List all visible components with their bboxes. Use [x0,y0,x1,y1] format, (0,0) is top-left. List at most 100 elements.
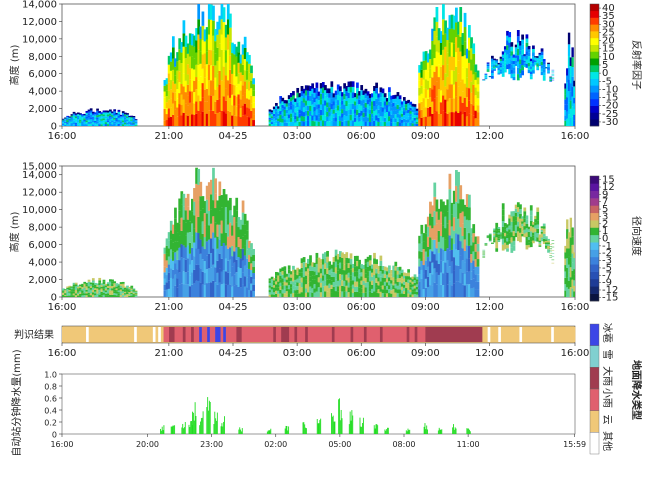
echo-cell [495,66,499,69]
colorbar-swatch [590,31,599,39]
echo-cell [94,112,97,115]
echo-cell [347,272,351,278]
echo-cell [163,85,167,92]
echo-cell [336,254,340,260]
echo-cell [519,45,522,51]
echo-cell [296,116,300,122]
echo-cell [459,185,463,200]
echo-cell [508,232,512,237]
echo-cell [237,62,241,74]
classification-segment [275,327,279,342]
echo-cell [506,224,509,228]
echo-cell [364,112,368,117]
echo-cell [294,98,297,102]
echo-cell [368,270,372,277]
echo-cell [336,120,340,126]
echo-cell [514,44,518,48]
echo-cell [358,99,361,105]
echo-cell [70,123,74,125]
echo-cell [74,124,78,126]
echo-cell [407,269,410,273]
echo-cell [353,105,357,110]
echo-cell [567,280,571,289]
echo-cell [178,93,182,105]
echo-cell [226,212,230,225]
echo-cell [338,91,342,97]
echo-cell [201,54,205,69]
echo-cell [294,286,297,291]
echo-cell [527,45,531,50]
echo-cell [431,262,434,275]
echo-cell [418,235,422,244]
echo-cell [304,100,308,106]
y-tick-label: 0 [51,293,57,304]
rain-bar [387,427,388,434]
echo-cell [409,282,413,285]
echo-cell [364,277,368,283]
echo-cell [503,59,507,63]
echo-cell [89,117,93,120]
echo-cell [186,95,190,106]
echo-cell [409,110,413,114]
echo-cell [551,262,555,264]
echo-cell [446,199,450,212]
echo-cell [569,65,573,75]
echo-cell [214,53,217,66]
echo-cell [134,124,138,126]
echo-cell [163,247,167,254]
echo-cell [76,122,80,125]
echo-cell [442,65,445,81]
echo-cell [450,98,454,113]
echo-cell [186,115,190,126]
echo-cell [203,29,207,42]
echo-cell [180,191,184,205]
echo-cell [566,229,569,239]
echo-cell [94,286,97,289]
echo-cell [455,81,458,97]
echo-cell [218,29,222,44]
echo-cell [214,222,217,238]
echo-cell [476,251,480,260]
legend-label: 冰雹 [601,323,614,343]
echo-cell [398,278,402,282]
echo-cell [104,292,108,294]
echo-cell [119,289,123,292]
echo-cell [467,113,471,126]
echo-cell [289,277,293,281]
echo-cell [123,120,127,123]
echo-cell [128,122,131,124]
echo-cell [418,266,422,275]
echo-cell [201,68,205,84]
rain-bar [427,429,428,434]
echo-cell [385,271,389,275]
y-tick-label: 10,000 [22,205,57,216]
rain-bar [455,428,457,434]
echo-cell [174,66,177,76]
echo-cell [235,66,239,77]
echo-cell [102,122,106,125]
echo-cell [167,117,171,126]
echo-cell [484,244,488,245]
classification-segment [207,327,211,342]
echo-cell [379,87,383,93]
echo-cell [224,88,228,101]
echo-cell [551,246,555,248]
echo-cell [529,61,533,64]
echo-cell [184,247,188,260]
echo-cell [317,91,321,96]
echo-cell [324,120,327,126]
echo-cell [100,115,104,118]
echo-cell [289,284,293,288]
echo-cell [459,241,463,256]
echo-cell [205,64,209,77]
echo-cell [268,117,272,120]
echo-cell [415,286,419,290]
echo-cell [488,240,492,242]
echo-cell [448,42,452,57]
echo-cell [482,79,486,81]
echo-cell [573,285,575,292]
echo-cell [326,97,329,103]
echo-cell [287,118,291,123]
echo-cell [66,122,70,124]
echo-cell [437,40,441,53]
